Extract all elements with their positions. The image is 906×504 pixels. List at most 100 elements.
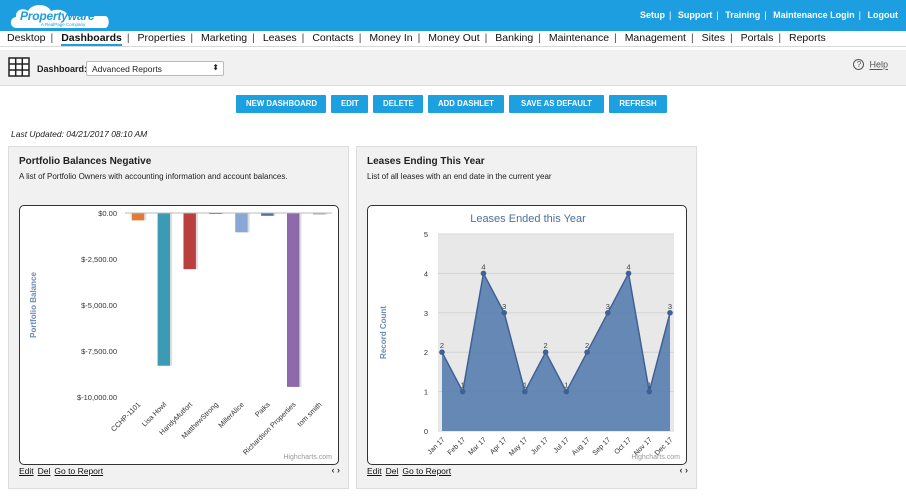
nav-reports[interactable]: Reports — [788, 32, 826, 44]
training-link[interactable]: Training — [725, 10, 761, 20]
series-line — [441, 271, 671, 394]
select-arrows-icon: ⬍ — [212, 63, 219, 72]
edit-link[interactable]: Edit — [19, 466, 34, 476]
dashboard-select[interactable]: Advanced Reports ⬍ — [86, 61, 224, 76]
chevron-left-icon[interactable]: ‹ — [679, 465, 683, 475]
area-series — [442, 273, 670, 431]
dashboard-label: Dashboard: — [37, 64, 88, 74]
data-point — [667, 310, 673, 316]
nav-management[interactable]: Management — [624, 32, 686, 44]
data-point — [625, 270, 632, 277]
dashlet-title: Portfolio Balances Negative — [19, 156, 152, 167]
data-point — [563, 388, 570, 395]
help[interactable]: ? Help — [853, 59, 888, 71]
x-tick-label: Oct 17 — [613, 436, 633, 456]
y-tick-label: $-7,500.00 — [81, 347, 117, 356]
brand-name: Propertyware — [20, 9, 95, 23]
help-link[interactable]: Help — [869, 59, 888, 70]
data-point — [480, 270, 487, 277]
nav-properties[interactable]: Properties — [137, 32, 186, 44]
delete-button[interactable]: DELETE — [373, 95, 423, 113]
y-tick-label: 3 — [424, 309, 428, 318]
del-link[interactable]: Del — [37, 466, 51, 476]
data-point — [501, 310, 507, 316]
dashlet-leases-ending: Leases Ending This Year List of all leas… — [356, 146, 697, 489]
data-label: 1 — [647, 381, 651, 390]
highcharts-credit[interactable]: Highcharts.com — [631, 454, 680, 461]
x-tick-label: Aug 17 — [571, 436, 592, 457]
chevron-left-icon[interactable]: ‹ — [331, 465, 335, 475]
data-point — [522, 388, 528, 395]
bar — [183, 213, 196, 270]
support-link[interactable]: Support — [677, 10, 713, 20]
nav-money-in[interactable]: Money In — [369, 32, 413, 44]
y-tick-label: 2 — [424, 348, 428, 357]
nav-contacts[interactable]: Contacts — [312, 32, 354, 44]
go-to-report-link[interactable]: Go to Report — [402, 466, 452, 476]
y-tick-label: $0.00 — [98, 209, 117, 218]
question-icon: ? — [853, 59, 865, 71]
bar-chart-svg: $0.00 $-2,500.00 $-5,000.00 $-7,500.00 $-10,… — [29, 209, 332, 457]
refresh-button[interactable]: REFRESH — [609, 95, 667, 113]
dashboard-selector-row: Dashboard: Advanced Reports ⬍ ? Help — [0, 50, 906, 86]
dashlet-links: Edit Del Go to Report — [367, 466, 455, 476]
data-point — [646, 388, 653, 395]
cloud-logo-icon — [10, 5, 109, 28]
logout-link[interactable]: Logout — [867, 10, 899, 20]
dashlet-portfolio-balances: Portfolio Balances Negative A list of Po… — [8, 146, 349, 489]
x-tick-label: Sep 17 — [592, 436, 613, 457]
dashlet-description: A list of Portfolio Owners with accounti… — [19, 172, 288, 181]
y-tick-label: $-5,000.00 — [81, 301, 117, 310]
nav-sites[interactable]: Sites — [701, 32, 725, 44]
area-chart-svg: Leases Ended this Year 0 1 2 3 4 5 Record Count… — [379, 213, 674, 458]
leases-ended-chart: Leases Ended this Year 0 1 2 3 4 5 Record Count… — [367, 205, 687, 465]
edit-button[interactable]: EDIT — [331, 95, 368, 113]
x-tick-label: Feb 17 — [447, 436, 467, 456]
nav-desktop[interactable]: Desktop — [7, 32, 46, 44]
bar — [261, 213, 274, 216]
nav-marketing[interactable]: Marketing — [201, 32, 248, 44]
top-bar: Propertyware A RealPage Company Setup | S… — [0, 0, 906, 31]
data-label: 2 — [585, 341, 589, 350]
nav-money-out[interactable]: Money Out — [428, 32, 480, 44]
new-dashboard-button[interactable]: NEW DASHBOARD — [236, 95, 326, 113]
x-tick-label: Jul 17 — [553, 436, 571, 454]
x-tick-label: Mar 17 — [468, 436, 488, 456]
y-tick-label: 0 — [424, 427, 428, 436]
chevron-right-icon[interactable]: › — [685, 465, 688, 475]
bar — [286, 213, 300, 387]
bar — [235, 213, 248, 233]
x-tick-label: Paiks — [253, 400, 272, 419]
dashlet-description: List of all leases with an end date in t… — [367, 172, 552, 181]
data-label: 2 — [544, 341, 548, 350]
nav-maintenance[interactable]: Maintenance — [548, 32, 610, 44]
bar — [157, 213, 171, 366]
edit-link[interactable]: Edit — [367, 466, 382, 476]
nav-banking[interactable]: Banking — [495, 32, 534, 44]
go-to-report-link[interactable]: Go to Report — [54, 466, 104, 476]
add-dashlet-button[interactable]: ADD DASHLET — [428, 95, 504, 113]
chevron-right-icon[interactable]: › — [337, 465, 340, 475]
propertyware-logo[interactable]: Propertyware A RealPage Company — [7, 2, 111, 30]
x-tick-label: May 17 — [508, 436, 529, 457]
data-point — [459, 388, 466, 395]
setup-link[interactable]: Setup — [640, 10, 666, 20]
data-label: 1 — [564, 381, 568, 390]
data-label: 1 — [523, 381, 527, 390]
dashlet-links: Edit Del Go to Report — [19, 466, 107, 476]
nav-dashboards[interactable]: Dashboards — [61, 32, 122, 46]
save-as-default-button[interactable]: SAVE AS DEFAULT — [509, 95, 604, 113]
portfolio-balance-chart: $0.00 $-2,500.00 $-5,000.00 $-7,500.00 $-10,… — [19, 205, 339, 465]
maintenance-login-link[interactable]: Maintenance Login — [773, 10, 855, 20]
x-tick-label: Jan 17 — [427, 436, 447, 456]
nav-portals[interactable]: Portals — [740, 32, 774, 44]
grid-layout-icon[interactable] — [8, 57, 30, 77]
nav-leases[interactable]: Leases — [262, 32, 297, 44]
data-label: 3 — [668, 302, 672, 311]
del-link[interactable]: Del — [385, 466, 399, 476]
dashlet-title: Leases Ending This Year — [367, 156, 485, 167]
chart-title: Leases Ended this Year — [470, 213, 586, 225]
highcharts-credit[interactable]: Highcharts.com — [283, 454, 332, 461]
dashlet-nav: ‹ › — [331, 465, 340, 475]
dashlet-nav: ‹ › — [679, 465, 688, 475]
